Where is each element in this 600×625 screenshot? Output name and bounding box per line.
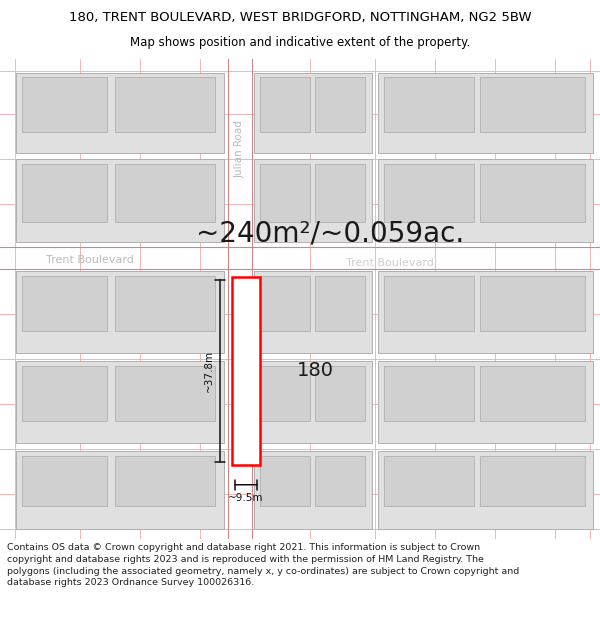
Bar: [384, 164, 474, 222]
Bar: [315, 456, 365, 506]
Bar: [315, 77, 365, 132]
Bar: [22, 77, 107, 132]
Bar: [480, 77, 585, 132]
Bar: [378, 159, 593, 242]
Text: ~9.5m: ~9.5m: [228, 492, 264, 502]
Bar: [115, 276, 215, 331]
Bar: [16, 271, 224, 352]
Bar: [254, 159, 372, 242]
Bar: [115, 164, 215, 222]
Bar: [254, 451, 372, 529]
Bar: [260, 456, 310, 506]
Bar: [22, 164, 107, 222]
Bar: [260, 77, 310, 132]
Bar: [115, 77, 215, 132]
Bar: [22, 456, 107, 506]
Bar: [115, 456, 215, 506]
Text: Contains OS data © Crown copyright and database right 2021. This information is : Contains OS data © Crown copyright and d…: [7, 543, 520, 588]
Bar: [384, 366, 474, 421]
Bar: [384, 77, 474, 132]
Text: 180, TRENT BOULEVARD, WEST BRIDGFORD, NOTTINGHAM, NG2 5BW: 180, TRENT BOULEVARD, WEST BRIDGFORD, NO…: [68, 11, 532, 24]
Bar: [16, 159, 224, 242]
Bar: [16, 361, 224, 442]
Text: 180: 180: [296, 361, 334, 380]
Bar: [480, 164, 585, 222]
Text: ~240m²/~0.059ac.: ~240m²/~0.059ac.: [196, 220, 464, 248]
Bar: [254, 361, 372, 442]
Bar: [254, 72, 372, 152]
Bar: [384, 276, 474, 331]
Bar: [378, 451, 593, 529]
Text: Julian Road: Julian Road: [235, 120, 245, 177]
Bar: [22, 366, 107, 421]
Bar: [232, 277, 260, 465]
Bar: [315, 276, 365, 331]
Text: Trent Boulevard: Trent Boulevard: [346, 258, 434, 268]
Bar: [254, 271, 372, 352]
Bar: [260, 366, 310, 421]
Bar: [260, 164, 310, 222]
Bar: [260, 276, 310, 331]
Bar: [22, 276, 107, 331]
Bar: [378, 361, 593, 442]
Bar: [315, 366, 365, 421]
Bar: [384, 456, 474, 506]
Bar: [480, 456, 585, 506]
Bar: [16, 451, 224, 529]
Text: Julian Road: Julian Road: [235, 360, 245, 418]
Bar: [115, 366, 215, 421]
Bar: [315, 164, 365, 222]
Bar: [378, 271, 593, 352]
Bar: [480, 276, 585, 331]
Text: Trent Boulevard: Trent Boulevard: [46, 255, 134, 265]
Bar: [16, 72, 224, 152]
Text: Map shows position and indicative extent of the property.: Map shows position and indicative extent…: [130, 36, 470, 49]
Bar: [378, 72, 593, 152]
Text: ~37.8m: ~37.8m: [204, 350, 214, 392]
Bar: [480, 366, 585, 421]
